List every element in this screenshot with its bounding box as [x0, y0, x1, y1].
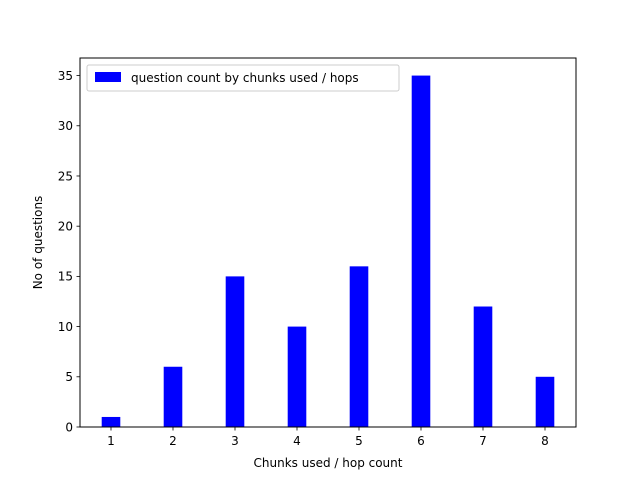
x-axis-label: Chunks used / hop count	[254, 456, 403, 470]
y-tick-label-30: 30	[58, 119, 73, 133]
bar-2	[163, 366, 183, 427]
y-tick-label-35: 35	[58, 69, 73, 83]
y-tick-label-0: 0	[65, 420, 73, 434]
x-tick-label-6: 6	[417, 434, 425, 448]
bar-5	[349, 266, 369, 427]
x-tick-label-4: 4	[293, 434, 301, 448]
y-tick-label-20: 20	[58, 219, 73, 233]
bar-7	[473, 306, 493, 427]
x-axis-ticks: 1 2 3 4 5 6 7 8	[107, 427, 549, 448]
x-tick-label-1: 1	[107, 434, 115, 448]
legend-box	[86, 64, 400, 92]
legend: question count by chunks used / hops	[86, 64, 400, 92]
bar-4	[287, 326, 307, 427]
x-tick-label-2: 2	[169, 434, 177, 448]
bar-6	[411, 75, 431, 428]
y-tick-label-25: 25	[58, 169, 73, 183]
y-tick-label-15: 15	[58, 270, 73, 284]
bar-3	[225, 276, 245, 427]
y-tick-label-10: 10	[58, 320, 73, 334]
bar-8	[535, 376, 555, 427]
y-tick-label-5: 5	[65, 370, 73, 384]
bar-1	[101, 416, 121, 427]
x-tick-label-5: 5	[355, 434, 363, 448]
bars-group	[101, 75, 555, 428]
legend-swatch	[95, 72, 121, 82]
x-tick-label-8: 8	[541, 434, 549, 448]
y-axis-label: No of questions	[31, 196, 45, 290]
plot-frame	[79, 57, 577, 428]
y-axis-ticks: 0 5 10 15 20 25 30 35	[58, 69, 80, 434]
legend-entry-label: question count by chunks used / hops	[131, 71, 359, 85]
x-tick-label-3: 3	[231, 434, 239, 448]
x-tick-label-7: 7	[479, 434, 487, 448]
